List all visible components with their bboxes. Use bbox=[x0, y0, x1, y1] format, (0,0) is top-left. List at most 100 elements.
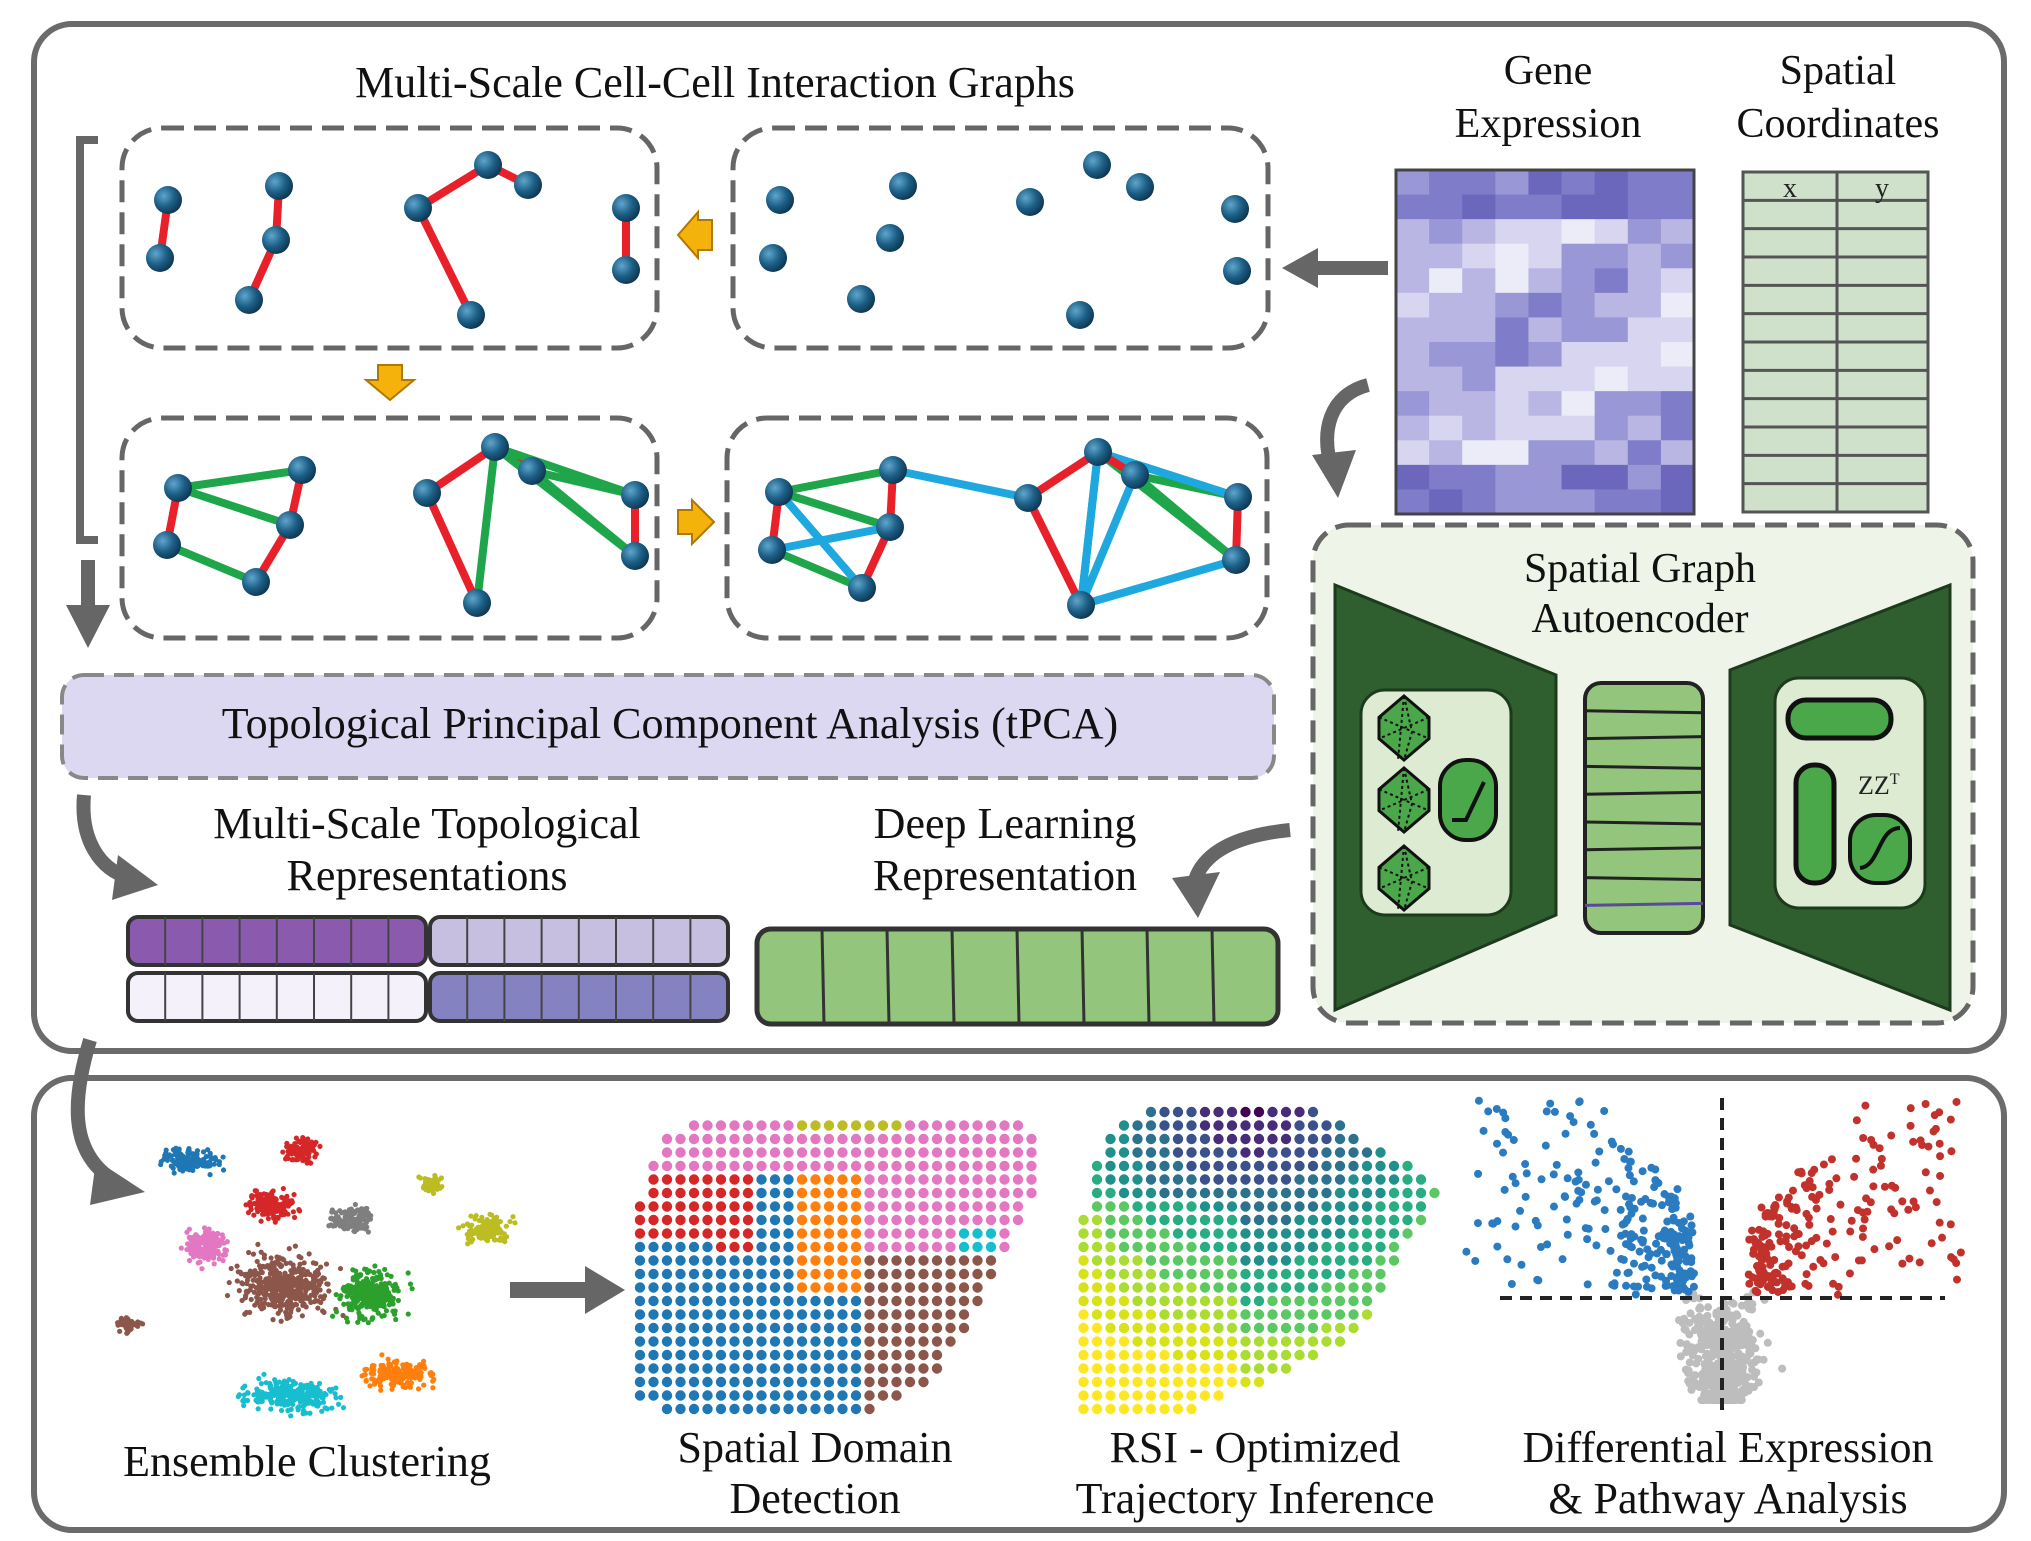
domain-spot bbox=[648, 1268, 659, 1280]
umap-point bbox=[199, 1266, 205, 1272]
trajectory-spot bbox=[1091, 1349, 1103, 1361]
volcano-point-down bbox=[1631, 1290, 1640, 1299]
domain-spot bbox=[877, 1390, 889, 1401]
domain-spot bbox=[783, 1295, 794, 1307]
domain-spot bbox=[661, 1309, 673, 1320]
domain-spot bbox=[742, 1268, 754, 1280]
trajectory-spot bbox=[1091, 1295, 1103, 1307]
heatmap-cell bbox=[1396, 415, 1430, 441]
umap-point bbox=[365, 1320, 371, 1326]
trajectory-spot bbox=[1253, 1214, 1265, 1226]
trajectory-spot bbox=[1280, 1295, 1292, 1307]
volcano-point-down bbox=[1566, 1112, 1575, 1121]
volcano-point-down bbox=[1479, 1126, 1488, 1135]
umap-point bbox=[436, 1177, 442, 1183]
heatmap-cell bbox=[1528, 391, 1563, 417]
cell-node bbox=[1084, 438, 1112, 466]
domain-spot bbox=[688, 1309, 700, 1320]
heatmap-cell bbox=[1660, 219, 1695, 245]
trajectory-spot bbox=[1213, 1349, 1224, 1361]
umap-point bbox=[246, 1249, 252, 1256]
volcano-point-down bbox=[1473, 1219, 1482, 1228]
umap-point bbox=[172, 1151, 178, 1157]
umap-point bbox=[303, 1280, 309, 1287]
trajectory-spot bbox=[1118, 1322, 1130, 1334]
trajectory-spot bbox=[1199, 1241, 1211, 1253]
domain-spot bbox=[891, 1322, 902, 1334]
umap-point bbox=[206, 1253, 212, 1259]
volcano-point-ns bbox=[1724, 1336, 1733, 1345]
heatmap-cell bbox=[1429, 489, 1463, 515]
trajectory-spot bbox=[1105, 1147, 1116, 1158]
volcano-point-up bbox=[1761, 1243, 1770, 1252]
umap-point bbox=[371, 1269, 377, 1276]
umap-point bbox=[297, 1269, 303, 1275]
volcano-point-ns bbox=[1778, 1364, 1787, 1373]
domain-spot bbox=[931, 1228, 943, 1239]
domain-spot bbox=[864, 1241, 875, 1253]
trajectory-spot bbox=[1253, 1309, 1265, 1320]
domain-spot bbox=[972, 1268, 983, 1280]
umap-point bbox=[503, 1223, 509, 1229]
trajectory-spot bbox=[1186, 1363, 1197, 1374]
trajectory-spot bbox=[1294, 1282, 1305, 1293]
domain-spot bbox=[648, 1390, 659, 1401]
umap-point bbox=[409, 1286, 415, 1292]
volcano-point-ns bbox=[1702, 1318, 1711, 1327]
cell-node bbox=[847, 285, 875, 313]
umap-point bbox=[317, 1287, 323, 1293]
domain-spot bbox=[945, 1228, 956, 1239]
umap-point bbox=[186, 1257, 193, 1264]
umap-point bbox=[303, 1410, 309, 1416]
volcano-point-down bbox=[1600, 1106, 1609, 1115]
umap-point bbox=[209, 1241, 215, 1247]
trajectory-spot bbox=[1307, 1309, 1319, 1320]
volcano-point-up bbox=[1857, 1256, 1866, 1265]
volcano-point-up bbox=[1787, 1282, 1796, 1291]
volcano-point-down bbox=[1543, 1240, 1552, 1249]
trajectory-spot bbox=[1145, 1255, 1157, 1266]
domain-spot bbox=[756, 1133, 767, 1145]
domain-spot bbox=[702, 1403, 713, 1415]
volcano-point-ns bbox=[1716, 1371, 1725, 1380]
heatmap-cell bbox=[1495, 170, 1529, 196]
heatmap-cell bbox=[1660, 194, 1695, 220]
trajectory-spot bbox=[1253, 1268, 1265, 1280]
domain-spot bbox=[769, 1120, 781, 1131]
umap-point bbox=[276, 1282, 282, 1288]
domain-spot bbox=[904, 1120, 916, 1131]
volcano-point-up bbox=[1809, 1262, 1818, 1271]
volcano-point-down bbox=[1680, 1269, 1689, 1278]
trajectory-spot bbox=[1145, 1268, 1157, 1280]
domain-spot bbox=[958, 1201, 970, 1212]
trajectory-spot bbox=[1213, 1282, 1224, 1293]
umap-point bbox=[340, 1405, 347, 1411]
domain-spot bbox=[810, 1174, 821, 1185]
volcano-point-ns bbox=[1682, 1341, 1691, 1350]
domain-spot bbox=[823, 1187, 835, 1199]
umap-point bbox=[295, 1149, 301, 1155]
domain-spot bbox=[837, 1376, 848, 1388]
domain-spot bbox=[675, 1349, 686, 1361]
trajectory-spot bbox=[1199, 1214, 1211, 1226]
domain-spot bbox=[769, 1133, 781, 1145]
gene-expression-heatmap bbox=[1396, 170, 1695, 515]
umap-point bbox=[373, 1290, 380, 1296]
umap-point bbox=[405, 1311, 411, 1317]
volcano-point-ns bbox=[1703, 1353, 1712, 1362]
volcano-point-up bbox=[1956, 1248, 1965, 1257]
volcano-point-up bbox=[1869, 1165, 1878, 1174]
trajectory-spot bbox=[1388, 1241, 1400, 1253]
domain-spot bbox=[756, 1376, 767, 1388]
cell-node bbox=[242, 568, 270, 596]
volcano-point-ns bbox=[1724, 1328, 1733, 1337]
volcano-point-up bbox=[1925, 1186, 1934, 1195]
trajectory-spot bbox=[1280, 1268, 1292, 1280]
umap-point bbox=[362, 1316, 368, 1322]
domain-spot bbox=[864, 1322, 875, 1334]
domain-spot bbox=[769, 1214, 781, 1226]
trajectory-spot bbox=[1294, 1255, 1305, 1266]
volcano-point-down bbox=[1591, 1158, 1600, 1167]
heatmap-cell bbox=[1561, 292, 1596, 318]
latent-line bbox=[1584, 901, 1704, 907]
